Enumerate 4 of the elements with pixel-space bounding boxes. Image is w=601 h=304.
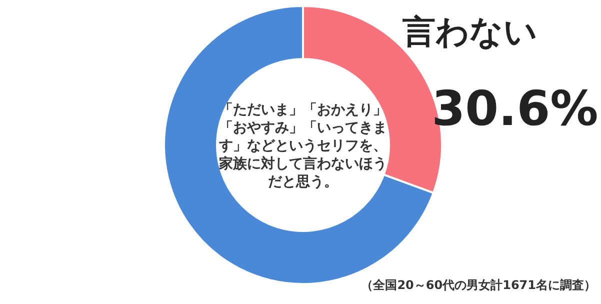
slice-label: 言わない — [402, 12, 538, 51]
data-label: 30.6% — [432, 81, 598, 137]
text: 「ただいま」「おかえり」「おやすみ」「いってきます」などというセリフを、家族に対して言わないほうだと思う。 — [218, 102, 387, 190]
text: （全国20～60代の男女計1671名に調査） — [361, 278, 596, 292]
